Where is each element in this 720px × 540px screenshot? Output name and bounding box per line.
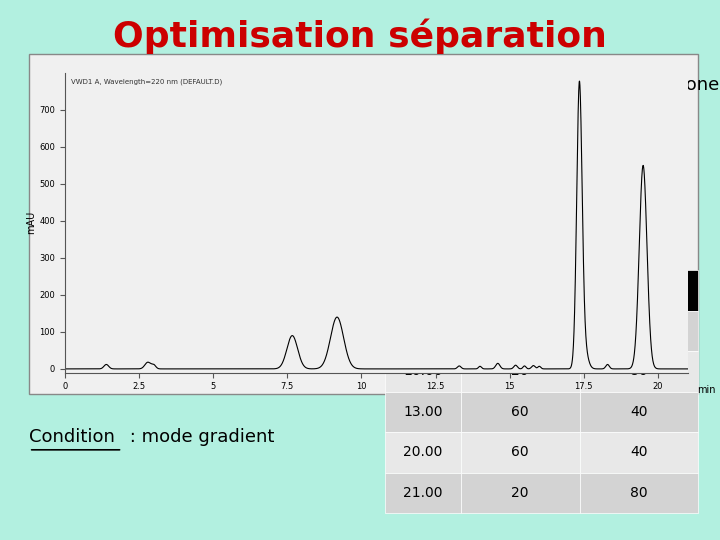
Bar (461, 310, 580, 351)
Text: 40: 40 (630, 446, 648, 459)
Text: VWD1 A, Wavelength=220 nm (DEFAULT.D): VWD1 A, Wavelength=220 nm (DEFAULT.D) (71, 79, 222, 85)
Bar (580, 432, 698, 472)
Bar (385, 472, 461, 513)
Bar (385, 270, 461, 310)
Text: 60: 60 (511, 446, 529, 459)
Bar (461, 432, 580, 472)
Text: 3-hydroxy: 3-hydroxy (328, 233, 418, 343)
Text: 80: 80 (630, 486, 648, 500)
Bar (385, 351, 461, 392)
Bar (580, 351, 698, 392)
Text: Condition: Condition (29, 428, 114, 447)
Text: 20: 20 (511, 364, 529, 378)
X-axis label: min: min (697, 384, 716, 395)
Text: Temps: Temps (398, 284, 448, 297)
Text: 13.00: 13.00 (403, 405, 443, 418)
Text: 4-hydroxy: 4-hydroxy (155, 233, 245, 348)
Text: Eugénol: Eugénol (518, 144, 591, 240)
Text: 80: 80 (630, 324, 648, 338)
Text: 20.00: 20.00 (403, 446, 443, 459)
Text: 20: 20 (511, 486, 529, 500)
Text: : mode gradient: : mode gradient (124, 428, 274, 447)
Bar (29, 54, 698, 394)
Bar (580, 472, 698, 513)
Bar (580, 310, 698, 351)
Text: 20: 20 (511, 324, 529, 338)
Bar (461, 472, 580, 513)
Text: 0.00: 0.00 (408, 324, 438, 338)
Bar (580, 392, 698, 432)
Text: % ACN: % ACN (495, 284, 546, 297)
Bar (580, 270, 698, 310)
Bar (385, 432, 461, 472)
Text: % H₂O: % H₂O (615, 284, 663, 297)
Bar (461, 351, 580, 392)
Bar (385, 392, 461, 432)
Text: 21.00: 21.00 (403, 486, 443, 500)
Bar (461, 270, 580, 310)
Text: 40: 40 (630, 405, 648, 418)
Text: 10.00: 10.00 (403, 364, 443, 378)
Bar (385, 310, 461, 351)
Bar (461, 392, 580, 432)
Text: 80: 80 (630, 364, 648, 378)
Y-axis label: mAU: mAU (27, 211, 37, 234)
Text: 60: 60 (511, 405, 529, 418)
Text: Optimisation séparation: Optimisation séparation (113, 19, 607, 55)
Text: Carvone: Carvone (620, 77, 720, 166)
